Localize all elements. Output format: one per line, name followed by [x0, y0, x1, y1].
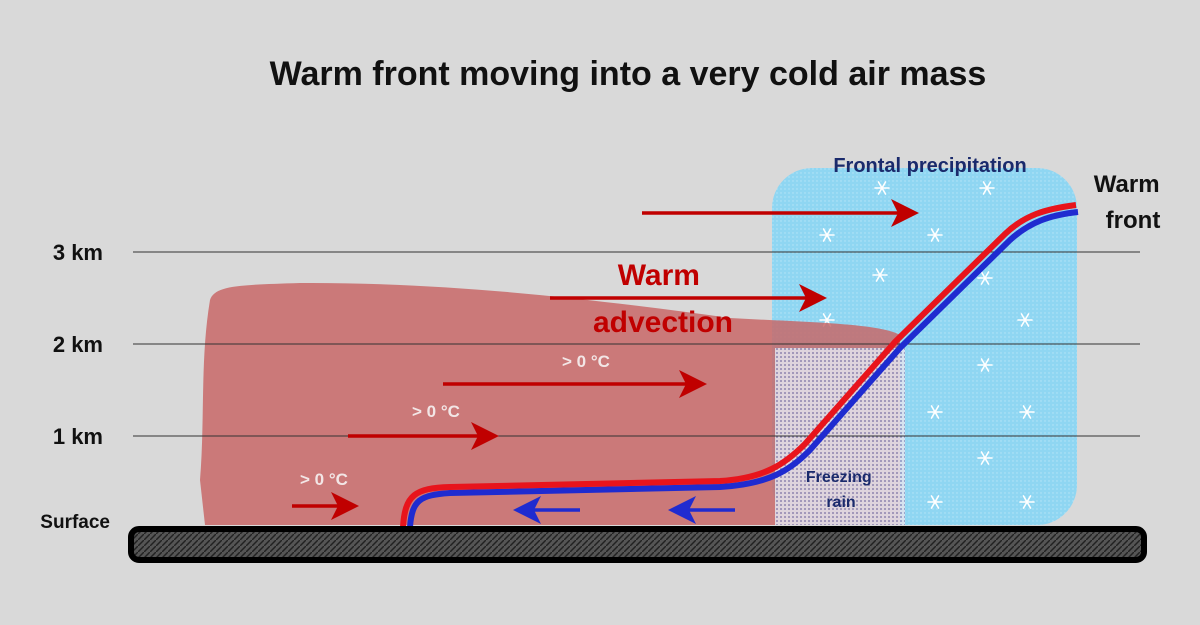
front-line-warm [400, 202, 1077, 528]
altitude-label: 2 km [53, 332, 103, 357]
warm-air-mass [200, 282, 900, 525]
altitude-label: 1 km [53, 424, 103, 449]
precipitation-label: Frontal precipitation [833, 155, 1026, 177]
ground [128, 526, 1147, 563]
warm-arrows [292, 199, 919, 520]
surface-label: Surface [40, 512, 110, 533]
above-freezing-label: > 0 °C [412, 402, 460, 421]
altitude-label: 3 km [53, 240, 103, 265]
above-freezing-label: > 0 °C [300, 470, 348, 489]
title: Warm front moving into a very cold air m… [270, 55, 987, 93]
warm-advection-label: Warm advection [593, 259, 733, 339]
freezing-rain-label: Freezing rain [806, 469, 876, 511]
above-freezing-label: > 0 °C [562, 352, 610, 371]
front-line-cold [407, 209, 1079, 528]
warm-front-label: Warm front [1094, 171, 1166, 234]
